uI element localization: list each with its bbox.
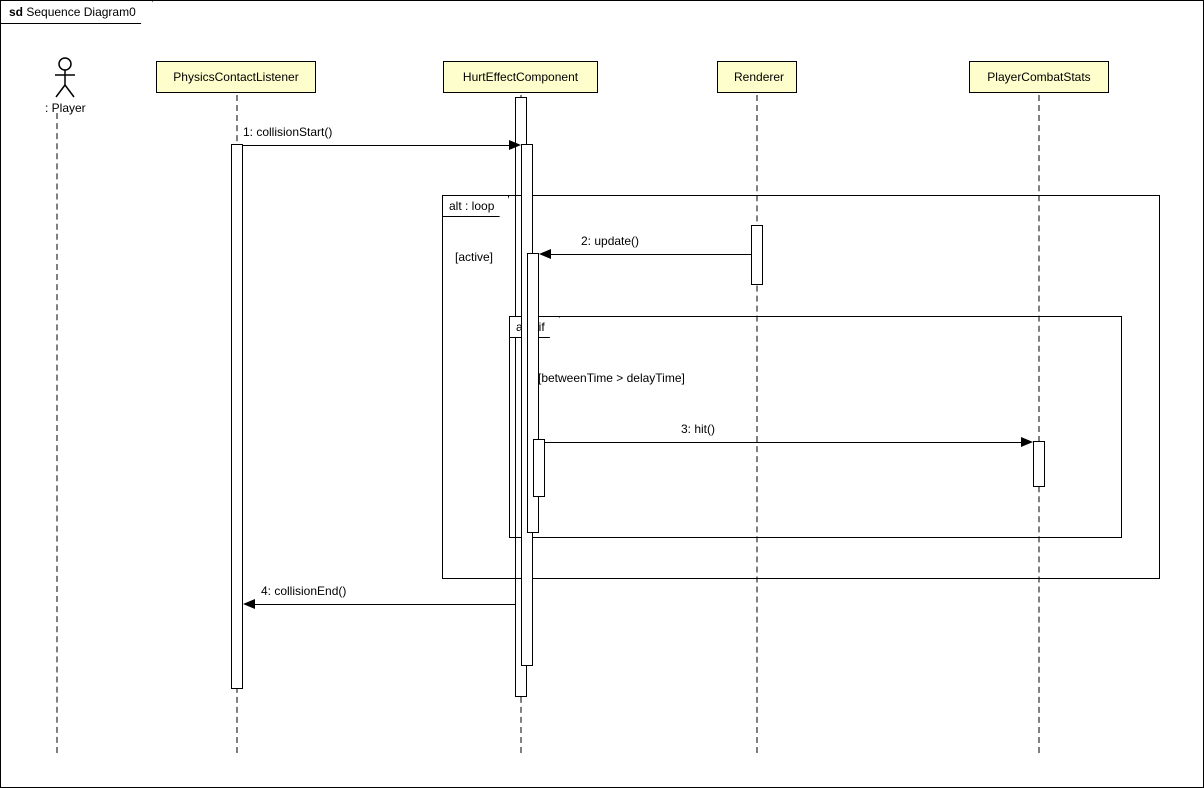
- participant-pcs: PlayerCombatStats: [969, 61, 1109, 93]
- fragment-loop-guard: [active]: [449, 248, 499, 266]
- actor-icon: [53, 57, 77, 99]
- participant-renderer: Renderer: [717, 61, 797, 93]
- message-2-line: [550, 254, 751, 255]
- activation-pcl: [231, 144, 243, 689]
- message-4-line: [254, 604, 515, 605]
- message-3-label: 3: hit(): [681, 422, 715, 436]
- participant-hec: HurtEffectComponent: [443, 61, 598, 93]
- diagram-title-tab: sd Sequence Diagram0: [1, 1, 153, 24]
- message-1-label: 1: collisionStart(): [243, 125, 332, 139]
- participant-label: Renderer: [734, 70, 784, 84]
- message-1-line: [243, 145, 511, 146]
- fragment-loop-label: alt : loop: [449, 199, 494, 213]
- participant-label: HurtEffectComponent: [463, 70, 578, 84]
- sd-prefix: sd: [9, 5, 23, 19]
- fragment-loop-tab: alt : loop: [443, 196, 509, 217]
- message-3-line: [545, 442, 1023, 443]
- message-4-label: 4: collisionEnd(): [261, 584, 346, 598]
- participant-label: PlayerCombatStats: [987, 70, 1090, 84]
- message-2-arrow: [539, 249, 551, 259]
- lifeline-player: [56, 113, 58, 753]
- fragment-if: alt : if [betweenTime > delayTime]: [509, 316, 1122, 538]
- participant-label: PhysicsContactListener: [173, 70, 298, 84]
- participant-pcl: PhysicsContactListener: [156, 61, 316, 93]
- message-2-label: 2: update(): [581, 234, 639, 248]
- message-1-arrow: [509, 140, 521, 150]
- sd-title: Sequence Diagram0: [26, 5, 135, 19]
- actor-player: : Player: [45, 57, 86, 115]
- message-3-arrow: [1021, 437, 1033, 447]
- fragment-if-guard: [betweenTime > delayTime]: [532, 369, 691, 387]
- sequence-diagram: sd Sequence Diagram0 : Player PhysicsCon…: [0, 0, 1204, 788]
- actor-label: : Player: [45, 101, 86, 115]
- message-4-arrow: [243, 599, 255, 609]
- activation-hec-3-overlay: [533, 439, 545, 497]
